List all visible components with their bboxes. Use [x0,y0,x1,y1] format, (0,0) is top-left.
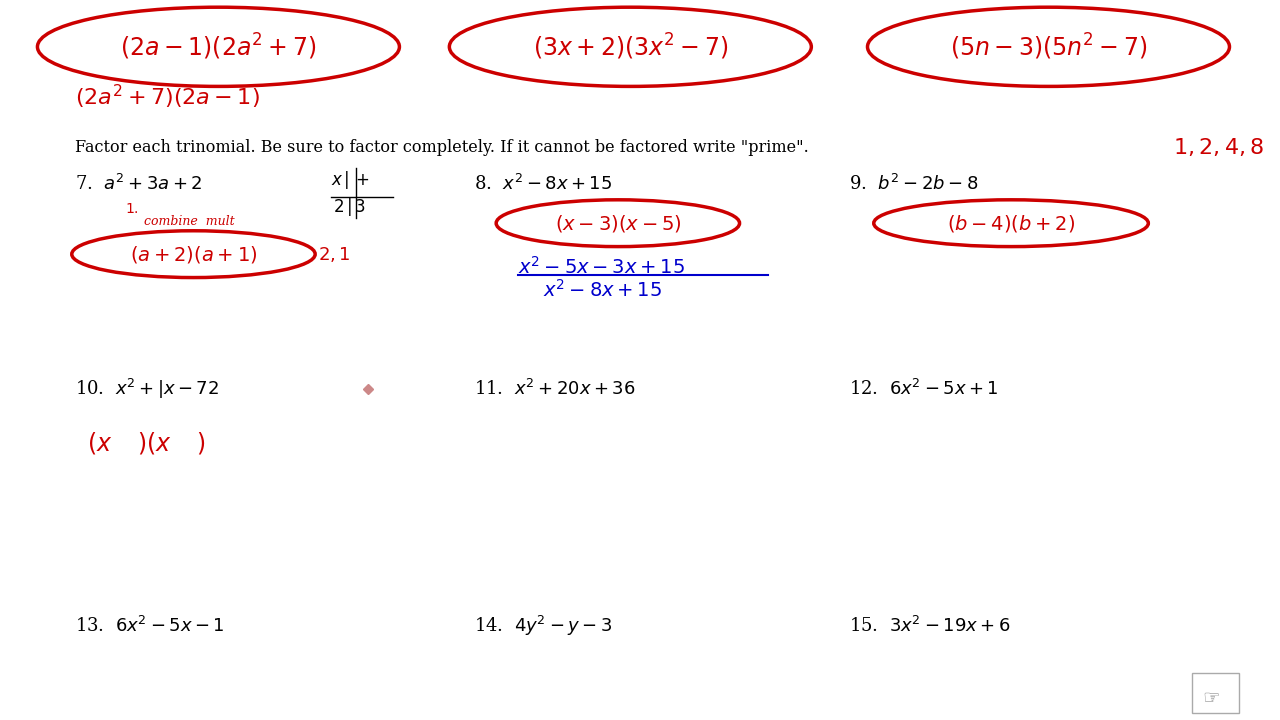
FancyBboxPatch shape [1192,673,1239,713]
Text: 8.  $x^2 - 8x + 15$: 8. $x^2 - 8x + 15$ [475,174,613,194]
Text: 7.  $a^2 + 3a + 2$: 7. $a^2 + 3a + 2$ [76,174,202,194]
Text: $(x-3)(x-5)$: $(x-3)(x-5)$ [554,212,681,234]
Text: $(x\quad\,)(x\quad\,)$: $(x\quad\,)(x\quad\,)$ [87,430,206,456]
Text: 14.  $4y^2 - y - 3$: 14. $4y^2 - y - 3$ [475,614,613,639]
Text: $(b-4)(b+2)$: $(b-4)(b+2)$ [947,212,1075,234]
Text: $2\,|\,3$: $2\,|\,3$ [333,197,366,218]
Text: $(2a^2+7)(2a-1)$: $(2a^2+7)(2a-1)$ [76,83,260,112]
Text: $2, 1$: $2, 1$ [319,245,351,264]
Text: $x^2 - 8x + 15$: $x^2 - 8x + 15$ [543,279,662,301]
Text: 9.  $b^2 - 2b - 8$: 9. $b^2 - 2b - 8$ [849,174,978,194]
Text: $(3x+2)(3x^2-7)$: $(3x+2)(3x^2-7)$ [532,32,728,62]
Text: $(2a-1)(2a^2+7)$: $(2a-1)(2a^2+7)$ [120,32,316,62]
Text: 15.  $3x^2 - 19x + 6$: 15. $3x^2 - 19x + 6$ [849,616,1010,636]
Text: 10.  $x^2 + |x - 72$: 10. $x^2 + |x - 72$ [76,377,219,401]
Text: 12.  $6x^2 - 5x + 1$: 12. $6x^2 - 5x + 1$ [849,379,998,399]
Text: ☞: ☞ [1202,689,1220,708]
Text: $x^2 - 5x - 3x + 15$: $x^2 - 5x - 3x + 15$ [518,256,685,277]
Text: combine  mult: combine mult [143,215,234,228]
Text: 13.  $6x^2 - 5x - 1$: 13. $6x^2 - 5x - 1$ [76,616,224,636]
Text: $1.$: $1.$ [125,202,138,216]
Text: Factor each trinomial. Be sure to factor completely. If it cannot be factored wr: Factor each trinomial. Be sure to factor… [76,139,809,156]
Text: 11.  $x^2 + 20x + 36$: 11. $x^2 + 20x + 36$ [475,379,636,399]
Text: $(a+2)(a+1)$: $(a+2)(a+1)$ [129,243,257,265]
Text: $(5n-3)(5n^2-7)$: $(5n-3)(5n^2-7)$ [950,32,1147,62]
Text: $1, 2, 4, 8$: $1, 2, 4, 8$ [1174,137,1265,158]
Text: $x\,|\,+$: $x\,|\,+$ [330,169,370,191]
